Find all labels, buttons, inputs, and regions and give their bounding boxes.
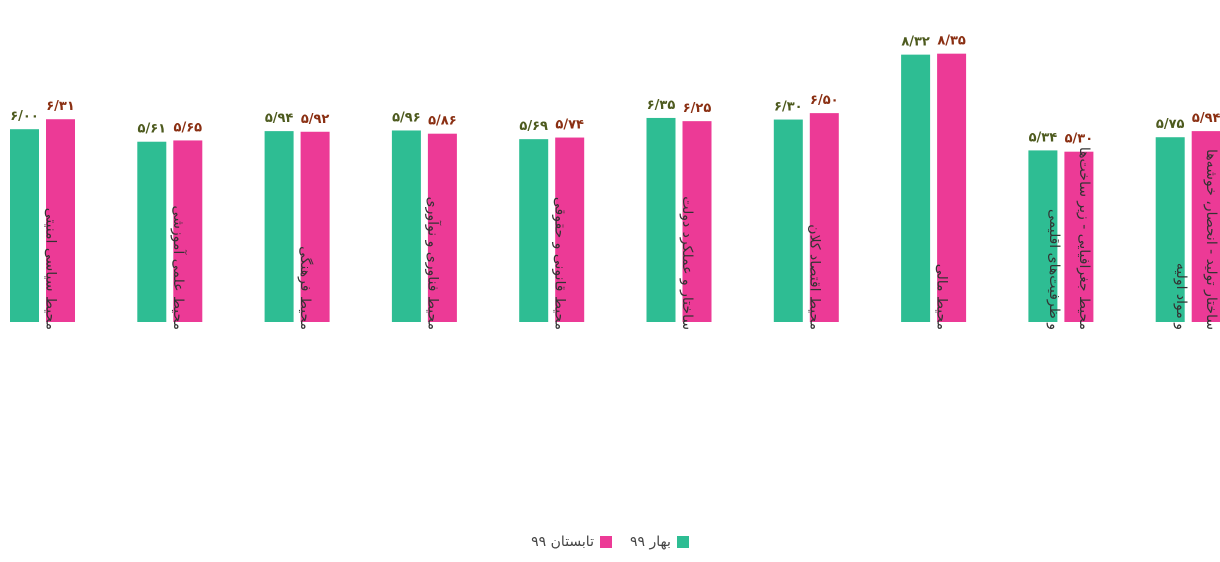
legend: بهار ۹۹ تابستان ۹۹ (0, 534, 1220, 550)
data-label-spring-9: ۵/۷۵ (1156, 117, 1185, 132)
data-label-summer-5: ۶/۲۵ (683, 101, 712, 116)
data-label-spring-4: ۵/۶۹ (519, 119, 548, 134)
category-label-7: محیط مالی (934, 264, 950, 330)
category-label-0: محیط سیاسی امنیتی (43, 208, 59, 330)
data-label-spring-8: ۵/۳۴ (1029, 130, 1058, 145)
bar-spring-6[interactable] (773, 119, 803, 322)
bar-summer-6[interactable] (809, 113, 839, 322)
data-label-summer-2: ۵/۹۲ (301, 112, 330, 127)
bar-spring-2[interactable] (264, 131, 294, 322)
data-label-spring-2: ۵/۹۴ (265, 111, 294, 126)
category-label-line-9-0: ساختار تولید - انحصار، خوشه‌ها (1203, 149, 1219, 330)
category-label-line-9-1: و مواد اولیه (1173, 263, 1189, 330)
data-label-spring-6: ۶/۳۰ (774, 100, 803, 115)
bar-summer-3[interactable] (427, 133, 457, 322)
bar-summer-4[interactable] (555, 137, 585, 322)
legend-swatch-summer (599, 536, 612, 548)
bar-chart: ۶/۰۰ ۶/۳۱ محیط سیاسی امنیتی ۵/۶۱ ۵/۶۵ محیط عل… (10, 34, 1220, 330)
bar-summer-1[interactable] (173, 140, 203, 322)
bar-spring-8[interactable] (1028, 150, 1058, 322)
bar-spring-0[interactable] (10, 129, 39, 322)
legend-label-summer: تابستان ۹۹ (531, 534, 594, 550)
category-label-line-7-0: محیط مالی (934, 264, 950, 330)
category-label-3: محیط فناوری و نوآوری (424, 197, 441, 330)
bar-summer-5[interactable] (682, 121, 712, 322)
bar-summer-0[interactable] (46, 119, 75, 322)
category-label-line-6-0: محیط اقتصاد کلان (806, 224, 822, 330)
category-label-line-8-0: محیط جغرافیایی - زیر ساخت‌ها (1076, 147, 1092, 330)
data-label-spring-1: ۵/۶۱ (138, 122, 167, 137)
bar-spring-4[interactable] (519, 139, 549, 322)
category-label-line-3-0: محیط فناوری و نوآوری (424, 197, 441, 330)
data-label-spring-0: ۶/۰۰ (10, 109, 39, 124)
legend-label-spring: بهار ۹۹ (629, 534, 671, 550)
category-label-line-8-1: و ظرفیت‌های اقلیمی (1046, 209, 1062, 330)
legend-item-summer[interactable]: تابستان ۹۹ (531, 534, 612, 550)
data-label-summer-9: ۵/۹۴ (1192, 111, 1220, 126)
legend-item-spring[interactable]: بهار ۹۹ (630, 534, 689, 550)
data-label-summer-6: ۶/۵۰ (810, 93, 839, 108)
bar-spring-3[interactable] (391, 130, 421, 322)
data-label-summer-8: ۵/۳۰ (1065, 132, 1094, 147)
bar-spring-5[interactable] (646, 117, 676, 322)
category-label-line-4-0: محیط قانونی و حقوقی (552, 197, 568, 330)
bar-summer-2[interactable] (300, 131, 330, 322)
bar-spring-9[interactable] (1155, 137, 1185, 322)
data-label-spring-3: ۵/۹۶ (392, 110, 421, 125)
category-label-5: ساختار و عملکرد دولت (679, 196, 695, 330)
legend-swatch-spring (676, 536, 689, 548)
category-label-8: محیط جغرافیایی - زیر ساخت‌ها و ظرفیت‌های … (1046, 147, 1092, 330)
bar-spring-1[interactable] (137, 141, 167, 322)
data-label-summer-7: ۸/۳۵ (937, 34, 966, 49)
category-label-2: محیط فرهنگی (297, 246, 314, 330)
data-label-summer-3: ۵/۸۶ (428, 114, 457, 129)
category-label-line-2-0: محیط فرهنگی (297, 246, 314, 330)
data-label-spring-5: ۶/۳۵ (647, 98, 676, 113)
bar-summer-7[interactable] (937, 53, 967, 322)
bar-summer-9[interactable] (1191, 131, 1220, 322)
category-label-line-1-0: محیط علمی آموزشی (170, 206, 187, 330)
data-label-spring-7: ۸/۳۲ (901, 35, 930, 50)
category-label-line-0-0: محیط سیاسی امنیتی (43, 208, 59, 330)
category-label-9: ساختار تولید - انحصار، خوشه‌ها و مواد اول… (1173, 149, 1219, 330)
data-label-summer-4: ۵/۷۴ (555, 118, 584, 133)
category-label-1: محیط علمی آموزشی (170, 206, 187, 330)
category-label-4: محیط قانونی و حقوقی (552, 197, 568, 330)
bar-spring-7[interactable] (901, 54, 931, 322)
data-label-summer-1: ۵/۶۵ (174, 120, 203, 135)
category-label-line-5-0: ساختار و عملکرد دولت (679, 196, 695, 330)
data-label-summer-0: ۶/۳۱ (46, 99, 75, 114)
category-label-6: محیط اقتصاد کلان (806, 224, 822, 330)
bar-summer-8[interactable] (1064, 151, 1094, 322)
